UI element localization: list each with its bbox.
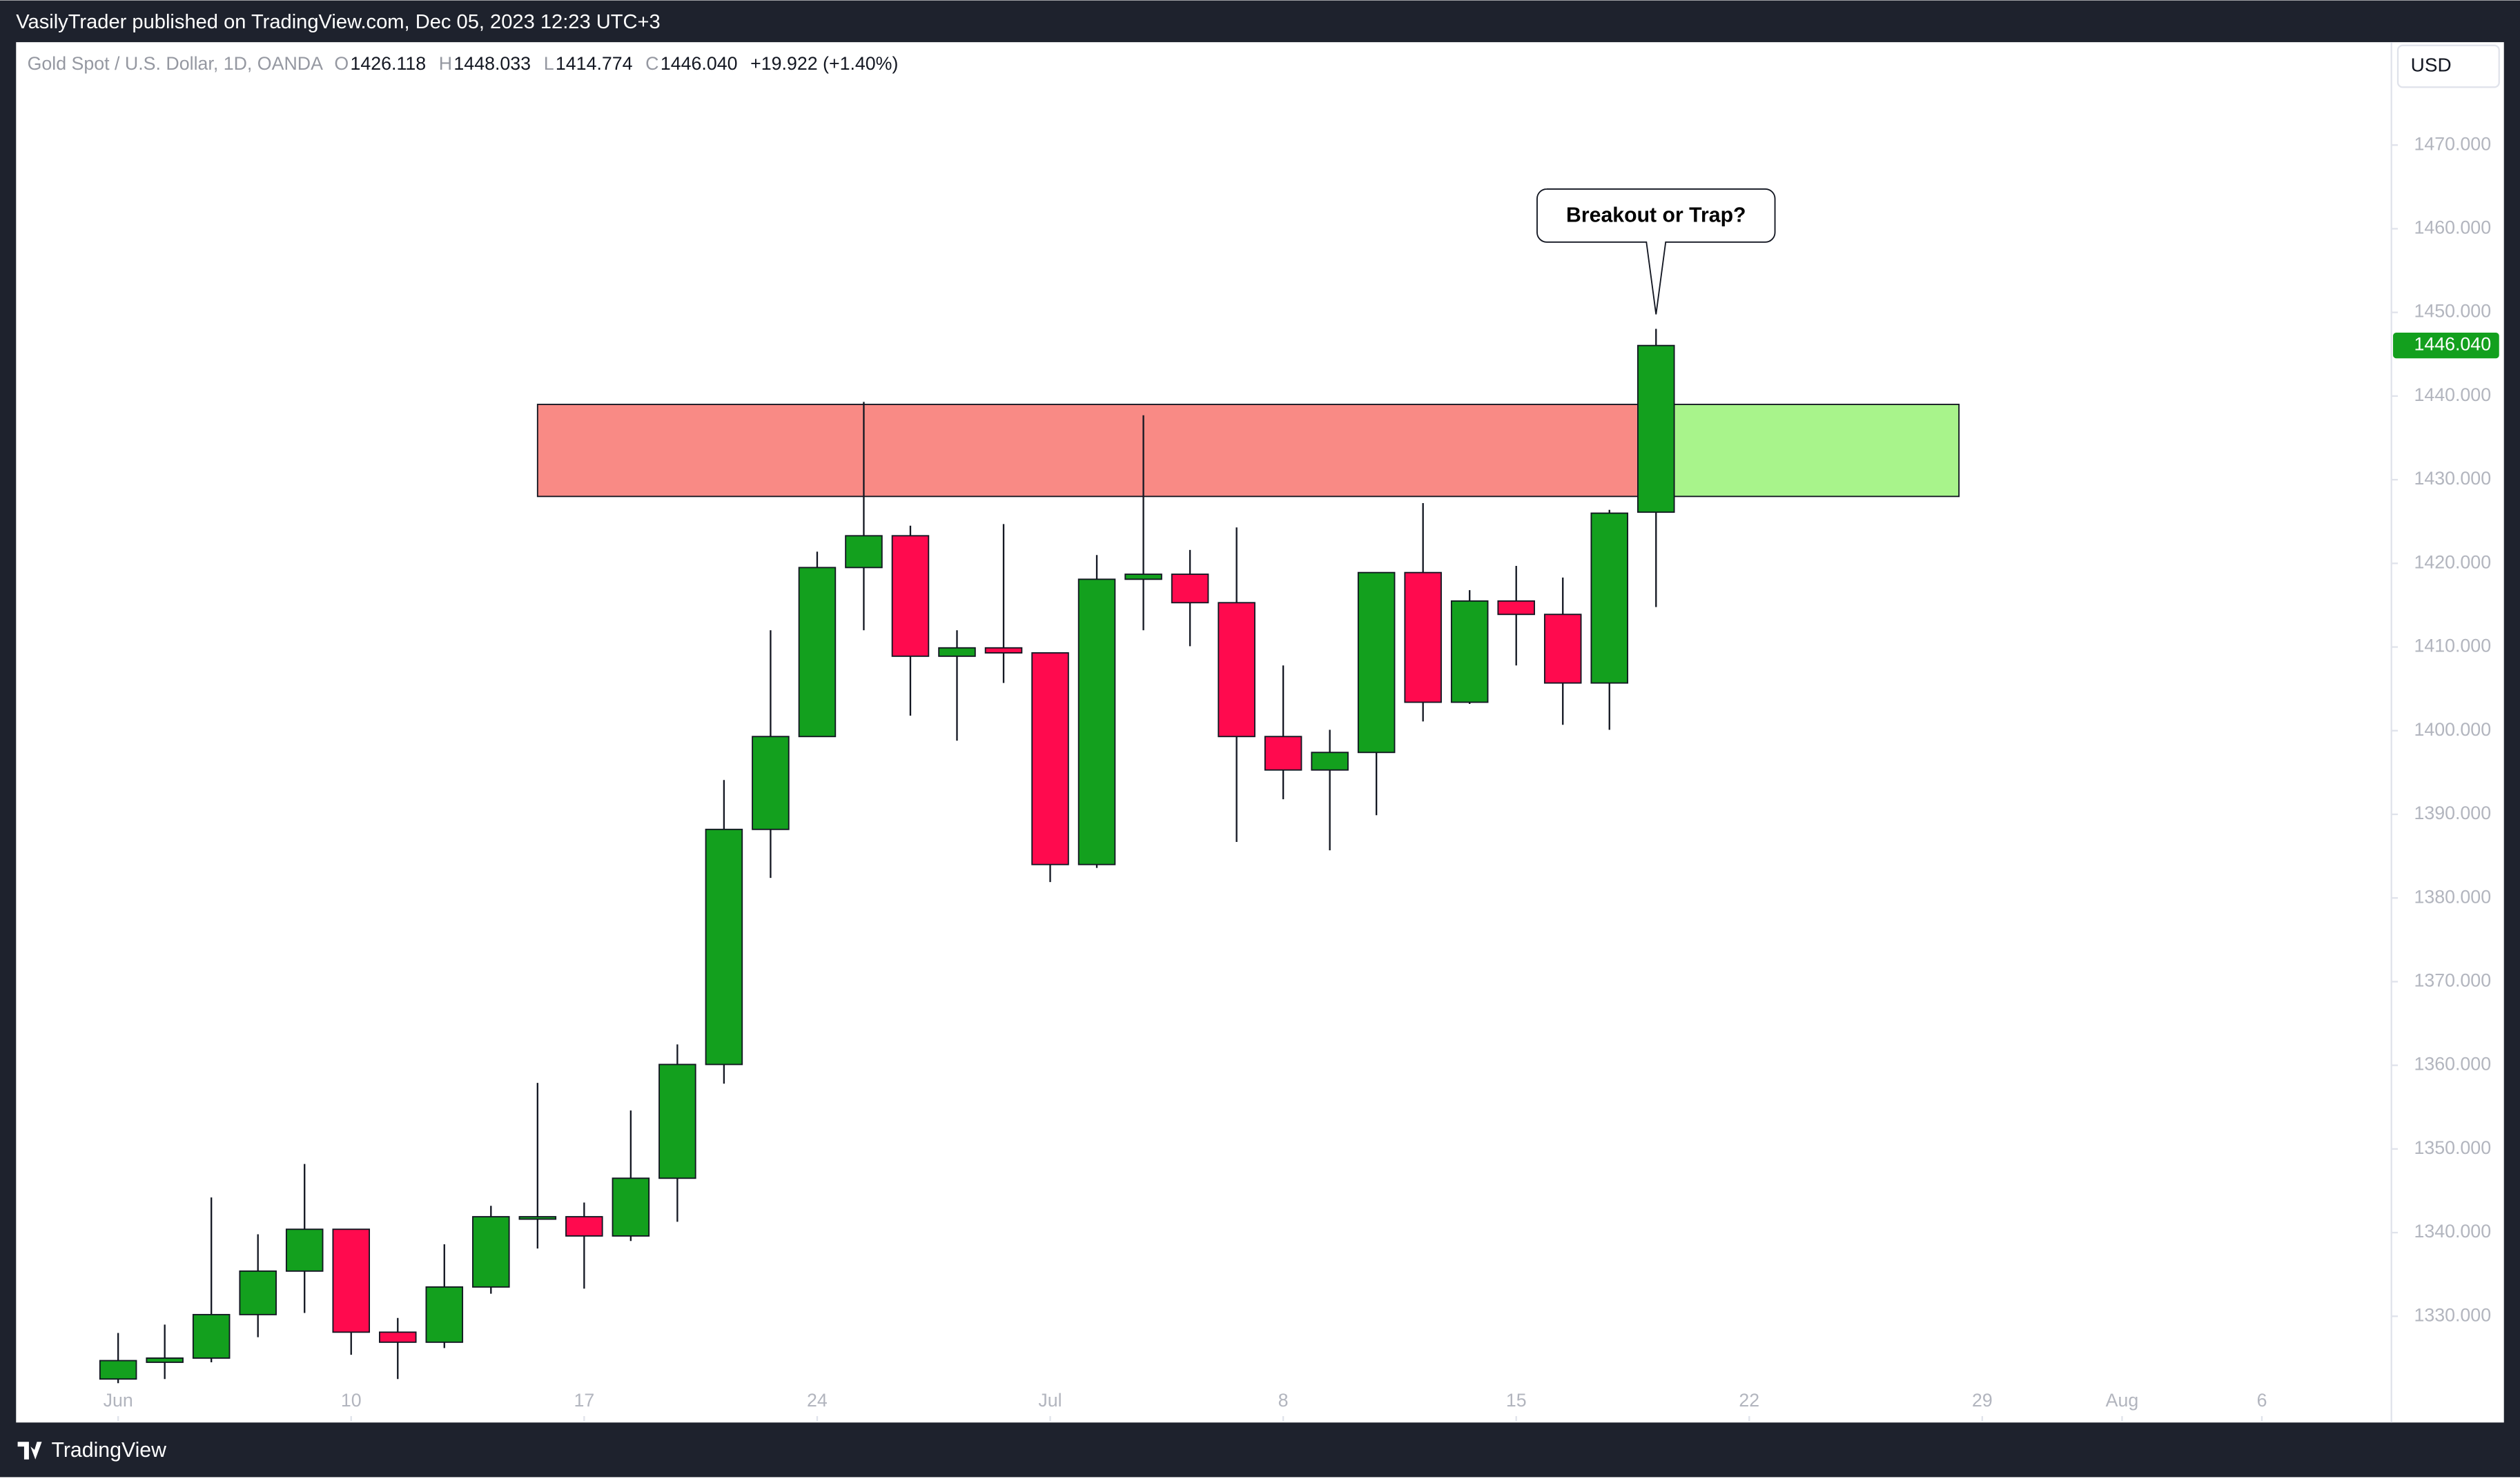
x-tick-label: 6 <box>2257 1390 2267 1411</box>
candle-body <box>518 1216 557 1220</box>
candle-body <box>192 1313 231 1359</box>
y-tick-label: 1360.000 <box>2414 1054 2491 1075</box>
candle-body <box>1218 602 1256 738</box>
candle-body <box>1077 578 1116 865</box>
candle-body <box>1450 600 1489 703</box>
candle-body <box>845 535 883 569</box>
y-tick-label: 1400.000 <box>2414 719 2491 740</box>
y-tick-label: 1460.000 <box>2414 217 2491 238</box>
x-tick-label: 17 <box>574 1390 594 1411</box>
y-tick-label: 1390.000 <box>2414 803 2491 823</box>
ohlc-legend: O 1426.118 H 1448.033 L 1414.774 C 1446.040 +19.… <box>334 53 898 74</box>
candle-body <box>1543 614 1582 684</box>
annotation: Breakout or Trap? <box>1566 204 1746 227</box>
candle-body <box>146 1357 184 1363</box>
candle-body <box>658 1063 696 1179</box>
currency: USD <box>2411 54 2452 75</box>
legend-key: O <box>334 53 349 74</box>
candle-body <box>752 736 790 830</box>
x-tick-label: 29 <box>1972 1390 1993 1411</box>
y-tick-label: 1350.000 <box>2414 1137 2491 1158</box>
y-tick-label: 1470.000 <box>2414 133 2491 154</box>
candle-body <box>99 1360 137 1380</box>
zone <box>536 404 1657 498</box>
y-tick-label: 1420.000 <box>2414 551 2491 572</box>
y-tick-label: 1370.000 <box>2414 970 2491 991</box>
x-tick-label: 24 <box>807 1390 828 1411</box>
candle-body <box>1497 600 1535 616</box>
symbol: Gold Spot / U.S. Dollar, 1D, OANDA <box>28 53 324 74</box>
y-tick-label: 1410.000 <box>2414 636 2491 656</box>
candle-body <box>1404 571 1442 703</box>
legend-value: 1426.118 <box>350 53 426 74</box>
x-tick-label: 22 <box>1739 1390 1759 1411</box>
candle-body <box>1264 736 1302 771</box>
candle-body <box>1031 652 1069 865</box>
annotation-bubble <box>1536 188 1776 315</box>
legend-change: +19.922 (+1.40%) <box>750 53 898 74</box>
candle-body <box>285 1228 324 1272</box>
last-price-tag <box>2393 333 2499 359</box>
candle-body <box>891 535 930 657</box>
y-tick-label: 1450.000 <box>2414 301 2491 322</box>
x-tick-label: Jul <box>1038 1390 1062 1411</box>
currency-box[interactable] <box>2396 44 2500 88</box>
y-tick-label: 1440.000 <box>2414 384 2491 405</box>
y-tick-label: 1340.000 <box>2414 1221 2491 1242</box>
legend-key: H <box>439 53 452 74</box>
candle-body <box>612 1177 650 1237</box>
candle-body <box>1311 752 1349 771</box>
plot: Breakout or Trap? <box>99 144 2399 1421</box>
candle-body <box>472 1216 510 1288</box>
candle-body <box>1171 573 1209 604</box>
x-tick-label: Jun <box>104 1390 133 1411</box>
zone <box>1655 404 1960 498</box>
candle-body <box>938 647 976 657</box>
last-price-label: 1446.040 <box>2414 334 2491 355</box>
x-tick-label: 8 <box>1278 1390 1289 1411</box>
brand-logo <box>17 1442 42 1460</box>
y-tick-label: 1430.000 <box>2414 468 2491 489</box>
candle-body <box>565 1216 603 1237</box>
candle-body <box>1357 571 1396 754</box>
x-tick-label: Aug <box>2106 1390 2139 1411</box>
brand: TradingView <box>52 1439 167 1462</box>
legend-key: L <box>544 53 554 74</box>
legend-value: 1448.033 <box>453 53 531 74</box>
candle-body <box>1124 573 1162 580</box>
candle-body <box>1637 344 1675 513</box>
candle-body <box>984 647 1023 654</box>
legend-key: C <box>645 53 658 74</box>
candle-body <box>239 1270 277 1315</box>
candle-body <box>379 1331 417 1343</box>
x-tick-label: 15 <box>1506 1390 1527 1411</box>
y-tick-label: 1330.000 <box>2414 1304 2491 1325</box>
candle-body <box>705 828 743 1066</box>
legend-value: 1446.040 <box>661 53 738 74</box>
y-tick-label: 1380.000 <box>2414 886 2491 907</box>
legend-value: 1414.774 <box>556 53 633 74</box>
x-tick-label: 10 <box>341 1390 362 1411</box>
candle-body <box>332 1228 371 1333</box>
chart-pane <box>16 42 2504 1423</box>
candle-body <box>425 1286 464 1343</box>
candle-body <box>1590 512 1629 684</box>
candle-body <box>798 567 837 738</box>
published-line: VasilyTrader published on TradingView.co… <box>16 11 660 33</box>
